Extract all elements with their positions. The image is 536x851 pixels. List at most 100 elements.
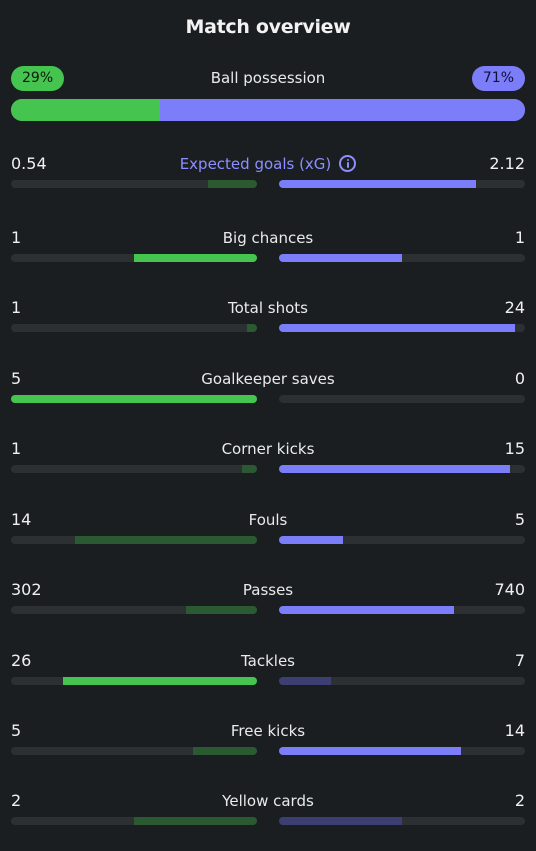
stat-values: 1 Corner kicks 15 <box>11 439 525 461</box>
home-stat-bar-fill <box>62 677 257 685</box>
away-stat-value: 5 <box>514 510 525 529</box>
home-stat-bar-fill <box>74 536 257 544</box>
away-stat-bar-track <box>279 677 525 685</box>
stat-bars <box>11 817 525 825</box>
stat-label: Passes <box>11 581 525 599</box>
stat-label-text: Free kicks <box>230 722 306 740</box>
home-stat-bar-fill <box>134 817 257 825</box>
stat-label-text: Goalkeeper saves <box>201 370 335 388</box>
home-stat-bar-track <box>11 180 257 188</box>
stat-label-text: Passes <box>242 581 294 599</box>
away-stat-bar-fill <box>279 465 511 473</box>
home-stat-value: 2 <box>11 791 22 810</box>
stat-label-text: Corner kicks <box>221 440 315 458</box>
home-stat-value: 1 <box>11 439 22 458</box>
away-stat-bar-fill <box>279 254 402 262</box>
away-possession-badge: 71% <box>471 66 525 91</box>
stat-bars <box>11 324 525 332</box>
stat-values: 1 Big chances 1 <box>11 228 525 250</box>
away-stat-bar-track <box>279 395 525 403</box>
stat-bars <box>11 606 525 614</box>
stat-values: 0.54 Expected goals (xG) 2.12 <box>11 154 525 176</box>
stat-label: Big chances <box>11 229 525 247</box>
stat-label: Tackles <box>11 652 525 670</box>
away-stat-bar-track <box>279 254 525 262</box>
home-stat-value: 0.54 <box>11 154 47 173</box>
stat-label-text: Total shots <box>228 299 308 317</box>
away-stat-bar-track <box>279 180 525 188</box>
stat-bars <box>11 536 525 544</box>
away-stat-value: 1 <box>514 228 525 247</box>
away-stat-bar-fill <box>279 677 331 685</box>
away-stat-bar-track <box>279 324 525 332</box>
stat-label-text: Fouls <box>248 511 288 529</box>
stat-label-text: Big chances <box>222 229 314 247</box>
stat-label-text: Tackles <box>240 652 296 670</box>
possession-label: Ball possession <box>210 69 326 87</box>
stat-row: 0.54 Expected goals (xG) 2.12 <box>11 154 525 194</box>
away-stat-bar-fill <box>279 324 516 332</box>
stat-row: 5 Goalkeeper saves 0 <box>11 369 525 409</box>
away-stat-bar-fill <box>279 606 454 614</box>
stat-values: 14 Fouls 5 <box>11 510 525 532</box>
stat-bars <box>11 677 525 685</box>
home-stat-value: 1 <box>11 298 22 317</box>
stat-bars <box>11 254 525 262</box>
home-stat-bar-fill <box>193 747 257 755</box>
home-stat-bar-track <box>11 254 257 262</box>
away-stat-value: 7 <box>514 651 525 670</box>
home-stat-bar-fill <box>185 606 257 614</box>
info-icon[interactable] <box>339 155 357 172</box>
home-stat-bar-track <box>11 747 257 755</box>
away-stat-bar-track <box>279 465 525 473</box>
home-stat-bar-fill <box>242 465 257 473</box>
home-stat-bar-fill <box>207 180 257 188</box>
home-stat-bar-fill <box>134 254 257 262</box>
stat-values: 302 Passes 740 <box>11 580 525 602</box>
home-stat-value: 5 <box>11 369 22 388</box>
stat-values: 1 Total shots 24 <box>11 298 525 320</box>
home-stat-bar-track <box>11 606 257 614</box>
stat-row: 2 Yellow cards 2 <box>11 791 525 831</box>
stat-row: 1 Big chances 1 <box>11 228 525 268</box>
stat-row: 1 Corner kicks 15 <box>11 439 525 479</box>
stat-bars <box>11 465 525 473</box>
home-stat-value: 302 <box>11 580 42 599</box>
away-stat-value: 740 <box>494 580 525 599</box>
stat-values: 2 Yellow cards 2 <box>11 791 525 813</box>
possession-header: 29% Ball possession 71% <box>11 66 525 92</box>
stat-label[interactable]: Expected goals (xG) <box>11 155 525 173</box>
stat-row: 14 Fouls 5 <box>11 510 525 550</box>
possession-bar-away <box>160 99 525 121</box>
stat-values: 5 Free kicks 14 <box>11 721 525 743</box>
away-stat-bar-fill <box>279 747 462 755</box>
possession-bar-home <box>11 99 161 121</box>
stat-row: 1 Total shots 24 <box>11 298 525 338</box>
stat-values: 26 Tackles 7 <box>11 651 525 673</box>
stat-label: Yellow cards <box>11 792 525 810</box>
home-stat-value: 14 <box>11 510 32 529</box>
home-stat-bar-fill <box>11 395 257 403</box>
stat-values: 5 Goalkeeper saves 0 <box>11 369 525 391</box>
home-stat-bar-track <box>11 817 257 825</box>
away-stat-value: 0 <box>514 369 525 388</box>
away-stat-value: 2 <box>514 791 525 810</box>
home-stat-bar-track <box>11 536 257 544</box>
home-stat-bar-fill <box>247 324 257 332</box>
home-stat-bar-track <box>11 324 257 332</box>
stat-row: 26 Tackles 7 <box>11 651 525 691</box>
stat-bars <box>11 180 525 188</box>
home-possession-badge: 29% <box>11 66 65 91</box>
stat-label: Total shots <box>11 299 525 317</box>
home-stat-value: 5 <box>11 721 22 740</box>
away-stat-bar-track <box>279 536 525 544</box>
away-stat-value: 14 <box>504 721 525 740</box>
stat-row: 5 Free kicks 14 <box>11 721 525 761</box>
home-stat-bar-track <box>11 677 257 685</box>
stat-label: Free kicks <box>11 722 525 740</box>
away-stat-bar-track <box>279 817 525 825</box>
away-stat-bar-fill <box>279 180 476 188</box>
home-stat-bar-track <box>11 395 257 403</box>
stat-label: Fouls <box>11 511 525 529</box>
match-overview-title: Match overview <box>185 16 351 38</box>
